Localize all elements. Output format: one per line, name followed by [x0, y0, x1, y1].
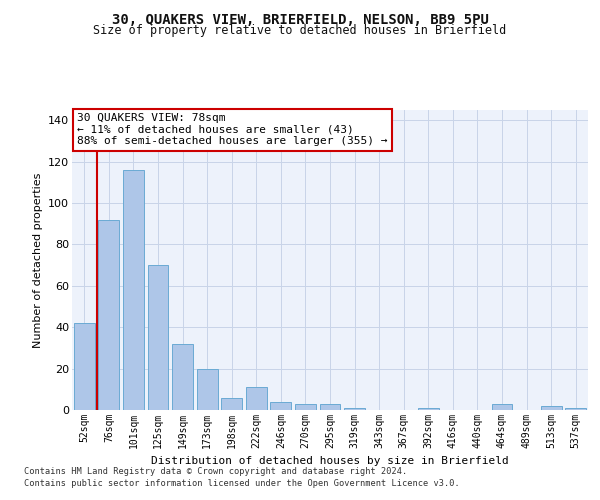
Y-axis label: Number of detached properties: Number of detached properties — [32, 172, 43, 348]
Bar — [295, 404, 316, 410]
Bar — [246, 387, 267, 410]
Bar — [541, 406, 562, 410]
Bar — [172, 344, 193, 410]
Text: 30, QUAKERS VIEW, BRIERFIELD, NELSON, BB9 5PU: 30, QUAKERS VIEW, BRIERFIELD, NELSON, BB… — [112, 12, 488, 26]
Bar — [344, 408, 365, 410]
Bar — [197, 368, 218, 410]
Bar — [418, 408, 439, 410]
Bar — [320, 404, 340, 410]
X-axis label: Distribution of detached houses by size in Brierfield: Distribution of detached houses by size … — [151, 456, 509, 466]
Bar — [491, 404, 512, 410]
Text: Contains public sector information licensed under the Open Government Licence v3: Contains public sector information licen… — [24, 478, 460, 488]
Bar — [74, 323, 95, 410]
Text: Size of property relative to detached houses in Brierfield: Size of property relative to detached ho… — [94, 24, 506, 37]
Bar — [271, 402, 292, 410]
Text: 30 QUAKERS VIEW: 78sqm
← 11% of detached houses are smaller (43)
88% of semi-det: 30 QUAKERS VIEW: 78sqm ← 11% of detached… — [77, 113, 388, 146]
Bar — [565, 408, 586, 410]
Text: Contains HM Land Registry data © Crown copyright and database right 2024.: Contains HM Land Registry data © Crown c… — [24, 467, 407, 476]
Bar — [98, 220, 119, 410]
Bar — [221, 398, 242, 410]
Bar — [148, 265, 169, 410]
Bar — [123, 170, 144, 410]
